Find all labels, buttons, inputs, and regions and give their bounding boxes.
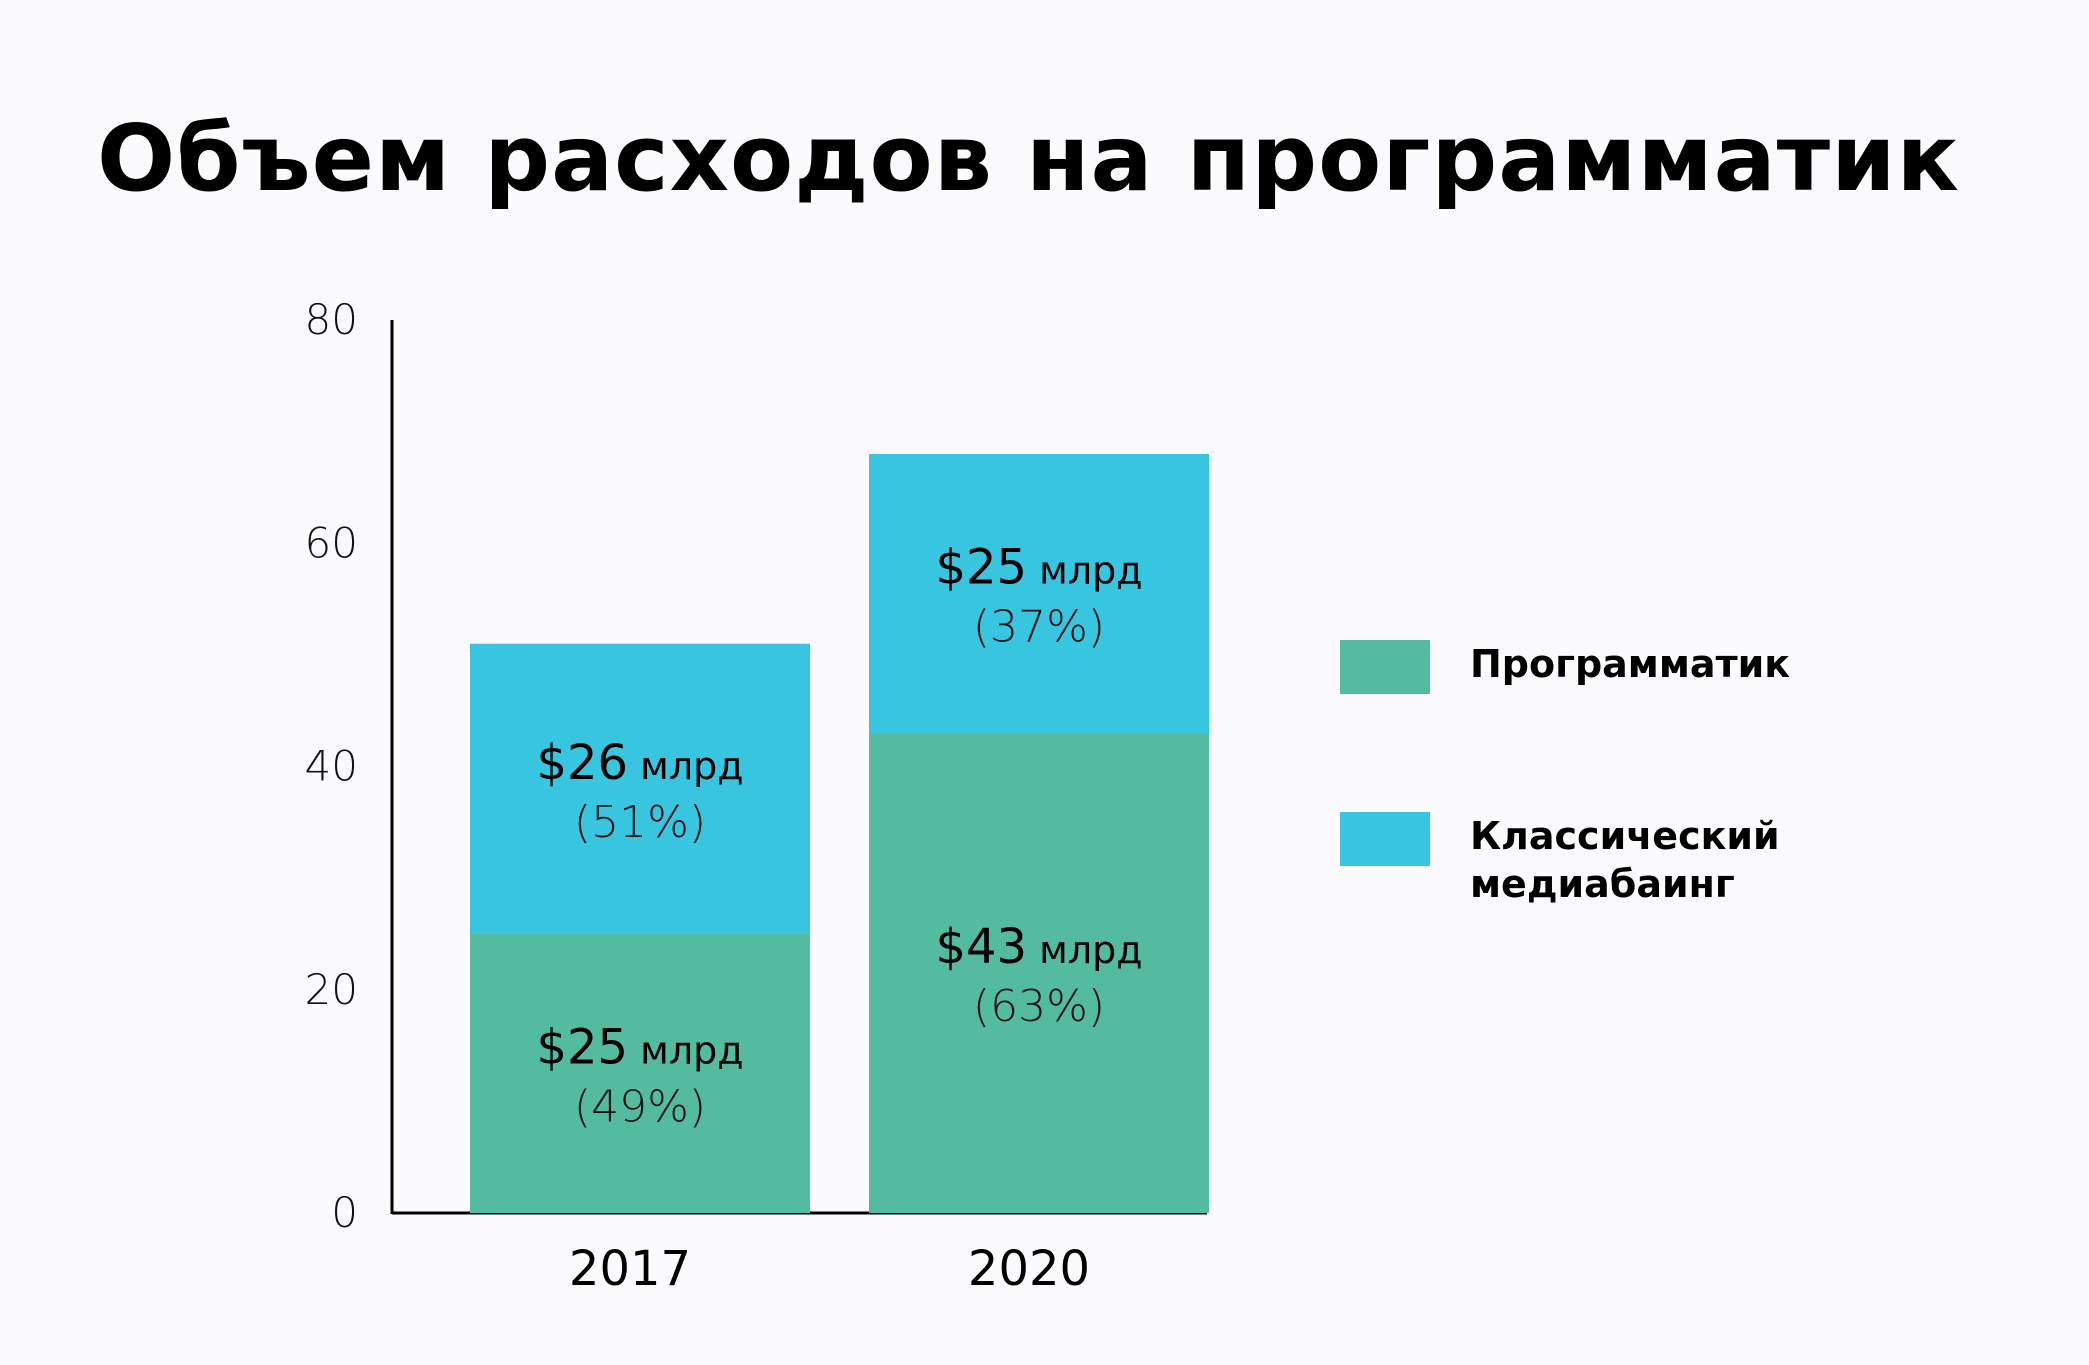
bar-segment-2017-programmatic: [470, 933, 810, 1213]
legend-swatch-classic: [1340, 812, 1430, 866]
y-tick-label: 80: [305, 295, 358, 344]
bar-percent-label: (63%): [973, 981, 1105, 1032]
bar-value-label: $25 млрд: [935, 539, 1142, 595]
legend-label-classic: Классический медиабаинг: [1470, 814, 1780, 906]
legend-item-classic: Классический медиабаинг: [1340, 812, 1850, 908]
bar-segment-2020-classic: [869, 453, 1209, 734]
y-tick-label: 40: [305, 742, 358, 791]
x-tick-label: 2017: [569, 1241, 691, 1297]
legend-label-programmatic: Программатик: [1470, 642, 1791, 686]
bar-segment-2020-programmatic: [869, 733, 1209, 1213]
bar-segment-2017-classic: [470, 643, 810, 934]
bar-value-label: $26 млрд: [536, 735, 743, 791]
bar-percent-label: (49%): [574, 1081, 706, 1132]
y-tick-label: 20: [305, 965, 358, 1014]
y-tick-label: 60: [305, 518, 358, 567]
legend-item-programmatic: Программатик: [1340, 640, 1850, 694]
y-tick-label: 0: [331, 1188, 358, 1237]
legend-swatch-programmatic: [1340, 640, 1430, 694]
bar-value-label: $43 млрд: [935, 919, 1142, 975]
chart-title: Объем расходов на программатик: [97, 105, 1960, 212]
bar-percent-label: (51%): [574, 797, 706, 848]
bar-value-label: $25 млрд: [536, 1019, 743, 1075]
x-tick-label: 2020: [968, 1241, 1090, 1297]
bar-percent-label: (37%): [973, 601, 1105, 652]
